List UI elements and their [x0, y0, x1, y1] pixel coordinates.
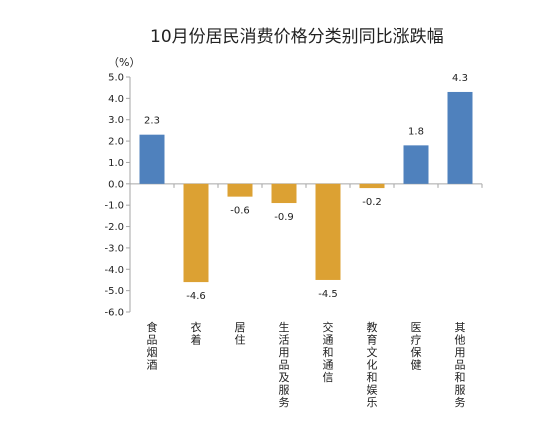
- y-tick-label: 4.0: [108, 94, 124, 105]
- y-axis-unit: （%）: [108, 56, 141, 69]
- category-labels: 食品烟酒 衣着 居住 生活用品及服务 交通和通信 教育文化和娱乐 医疗保健 其他用品和服务: [147, 320, 466, 409]
- data-label-5: -4.5: [318, 289, 338, 300]
- category-label-5: 交通和通信: [323, 320, 334, 384]
- data-label-8: 4.3: [452, 73, 468, 84]
- y-tick-label: -4.0: [104, 265, 124, 276]
- category-label-7: 医疗保健: [411, 321, 422, 372]
- bar-1: [139, 134, 165, 184]
- bar-2: [183, 183, 209, 283]
- bar-6: [359, 183, 385, 189]
- y-tick-label: -5.0: [104, 286, 124, 297]
- category-label-1: 食品烟酒: [147, 320, 158, 372]
- y-tick-label: 5.0: [108, 73, 124, 84]
- data-label-4: -0.9: [274, 212, 294, 223]
- category-label-2: 衣着: [191, 320, 202, 347]
- y-tick-label: -6.0: [104, 308, 124, 319]
- y-tick-label: 0.0: [108, 179, 124, 190]
- y-tick-label: 2.0: [108, 137, 124, 148]
- category-label-3: 居住: [235, 321, 246, 347]
- y-tick-label: 1.0: [108, 158, 124, 169]
- y-tick-label: -3.0: [104, 243, 124, 254]
- y-tick-label: -1.0: [104, 201, 124, 212]
- data-label-1: 2.3: [144, 116, 160, 127]
- data-label-7: 1.8: [408, 126, 424, 137]
- y-tick-label: -2.0: [104, 222, 124, 233]
- data-label-2: -4.6: [186, 291, 206, 302]
- data-labels: 2.3 -4.6 -0.6 -0.9 -4.5 -0.2 1.8 4.3: [144, 73, 468, 302]
- data-label-6: -0.2: [362, 197, 382, 208]
- y-tick-label: 3.0: [108, 115, 124, 126]
- data-label-3: -0.6: [230, 206, 250, 217]
- category-label-4: 生活用品及服务: [279, 320, 290, 409]
- bar-8: [447, 91, 473, 184]
- category-label-8: 其他用品和服务: [455, 321, 466, 409]
- chart-title: 10月份居民消费价格分类别同比涨跌幅: [150, 27, 444, 47]
- bar-3: [227, 183, 253, 197]
- bar-7: [403, 145, 429, 184]
- category-label-6: 教育文化和娱乐: [367, 321, 378, 409]
- bar-5: [315, 183, 341, 280]
- bar-4: [271, 183, 297, 204]
- bars: [139, 91, 473, 283]
